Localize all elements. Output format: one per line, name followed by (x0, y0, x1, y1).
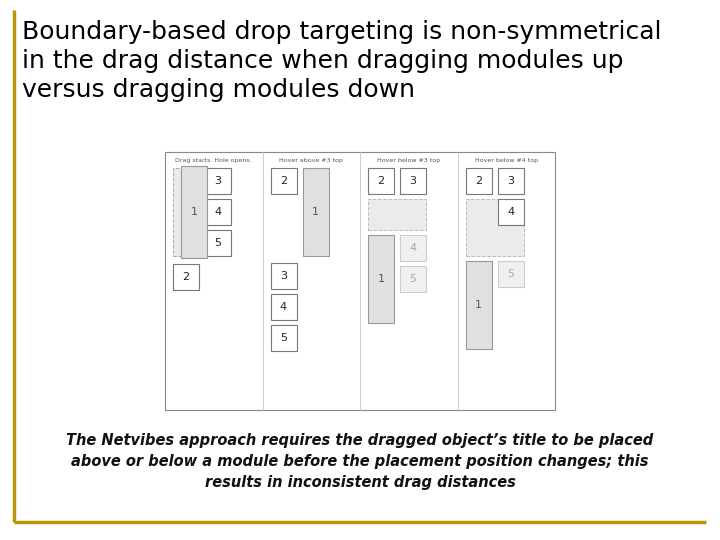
Bar (498, 199, 523, 225)
Bar (271, 168, 297, 194)
Bar (302, 168, 328, 256)
Text: Boundary-based drop targeting is non-symmetrical
in the drag distance when dragg: Boundary-based drop targeting is non-sym… (22, 20, 662, 102)
Bar (205, 168, 231, 194)
Text: 4: 4 (280, 302, 287, 312)
Bar (400, 235, 426, 261)
Text: 1: 1 (475, 300, 482, 310)
Text: 5: 5 (215, 238, 222, 248)
Bar (368, 168, 394, 194)
Bar (271, 263, 297, 289)
Bar (205, 199, 231, 225)
Text: Hover above #3 top: Hover above #3 top (279, 158, 343, 163)
Text: 3: 3 (507, 176, 514, 186)
Text: 2: 2 (280, 176, 287, 186)
Bar (271, 325, 297, 351)
Bar (368, 199, 426, 230)
Bar (466, 199, 523, 256)
Text: 1: 1 (182, 207, 189, 217)
Bar (173, 264, 199, 290)
Bar (271, 294, 297, 320)
Text: 2: 2 (475, 176, 482, 186)
Bar (498, 168, 523, 194)
Text: 3: 3 (280, 271, 287, 281)
Text: 5: 5 (280, 333, 287, 343)
Text: The Netvibes approach requires the dragged object’s title to be placed
above or : The Netvibes approach requires the dragg… (66, 433, 654, 490)
Text: 4: 4 (410, 243, 417, 253)
Bar (466, 261, 492, 349)
Text: 5: 5 (507, 269, 514, 279)
Bar (205, 230, 231, 256)
Bar (173, 168, 199, 256)
Text: 1: 1 (312, 207, 319, 217)
Text: 3: 3 (215, 176, 222, 186)
Text: 5: 5 (410, 274, 416, 284)
Text: Hover below #3 top: Hover below #3 top (377, 158, 441, 163)
Bar (181, 166, 207, 258)
Bar (400, 168, 426, 194)
Text: 1: 1 (191, 207, 197, 217)
Text: 4: 4 (507, 207, 514, 217)
Bar (400, 266, 426, 292)
Text: Drag starts. Hole opens.: Drag starts. Hole opens. (176, 158, 252, 163)
Text: 4: 4 (215, 207, 222, 217)
Text: 2: 2 (377, 176, 384, 186)
Text: Hover below #4 top: Hover below #4 top (474, 158, 538, 163)
Text: 1: 1 (377, 274, 384, 284)
Bar (498, 261, 523, 287)
Text: 2: 2 (182, 272, 189, 282)
Bar (165, 152, 555, 410)
Text: 3: 3 (410, 176, 416, 186)
Bar (368, 235, 394, 323)
Bar (466, 168, 492, 194)
